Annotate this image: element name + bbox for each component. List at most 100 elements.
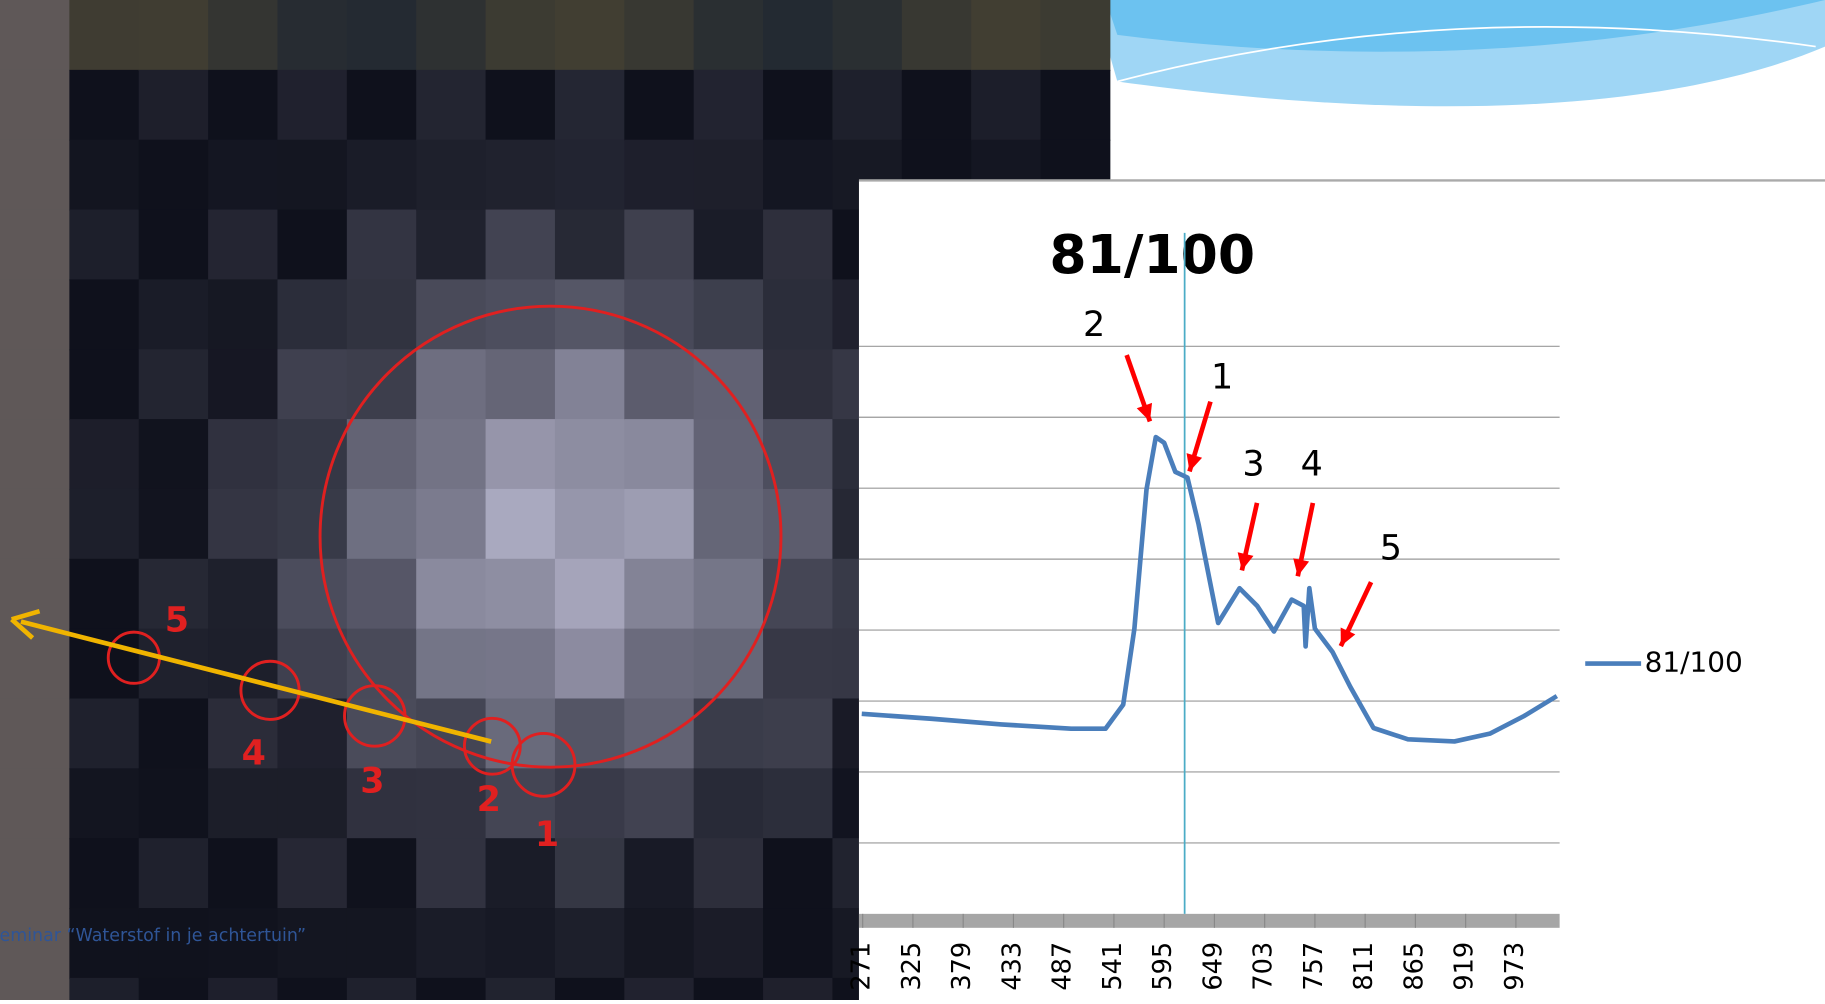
pixel xyxy=(138,69,209,141)
pixel xyxy=(554,908,625,980)
pixel xyxy=(624,419,695,491)
x-tick-label: 703 xyxy=(1249,942,1279,991)
pixel xyxy=(554,209,625,281)
pixel xyxy=(554,838,625,910)
pixel xyxy=(69,977,140,1004)
pixel xyxy=(693,768,764,840)
pixel xyxy=(763,209,833,281)
pixel xyxy=(416,139,487,211)
annotation-arrowhead xyxy=(1340,627,1356,647)
pixel xyxy=(416,69,487,141)
pixel xyxy=(763,0,833,72)
annotation: 4 xyxy=(1301,445,1323,485)
pixel xyxy=(0,349,70,421)
x-tick-label: 865 xyxy=(1399,942,1429,991)
pixel xyxy=(693,349,764,421)
pixel xyxy=(208,628,278,700)
pixel xyxy=(485,558,556,630)
decoration xyxy=(1094,0,1825,107)
direction-arrowhead xyxy=(10,608,41,640)
data-line xyxy=(861,434,1559,744)
x-tick-label: 433 xyxy=(997,942,1027,991)
pixel xyxy=(485,908,556,980)
pixel xyxy=(554,349,625,421)
pixel xyxy=(346,139,417,211)
pixel xyxy=(69,279,140,351)
pixel xyxy=(554,768,625,840)
x-tick-label: 757 xyxy=(1299,942,1329,991)
pixel xyxy=(346,838,417,910)
annotation: 5 xyxy=(1380,528,1402,568)
pixel xyxy=(0,628,70,700)
pixel xyxy=(208,488,278,560)
pixel xyxy=(485,349,556,421)
pixel xyxy=(0,558,70,630)
pixel xyxy=(138,279,209,351)
small-circle xyxy=(343,684,407,748)
chart-panel xyxy=(858,180,1825,1000)
pixel xyxy=(554,977,625,1004)
image-label: 3 xyxy=(360,761,384,801)
pixel xyxy=(208,279,278,351)
annotation: 1 xyxy=(1211,357,1233,397)
pixel xyxy=(901,69,972,141)
pixel xyxy=(69,139,140,211)
pixel xyxy=(624,139,695,211)
pixel xyxy=(0,698,70,770)
pixel xyxy=(416,419,487,491)
pixel xyxy=(138,419,209,491)
pixel xyxy=(0,279,70,351)
x-tick-label: 919 xyxy=(1450,942,1480,991)
pixel xyxy=(554,628,625,700)
pixel xyxy=(763,488,833,560)
annotation: 3 xyxy=(1242,445,1264,485)
pixel xyxy=(554,0,625,72)
pixel xyxy=(138,0,209,72)
x-tick-label: 811 xyxy=(1349,942,1379,991)
pixel xyxy=(277,139,348,211)
annotation-arrowhead xyxy=(1293,558,1310,577)
pixel xyxy=(138,139,209,211)
pixel xyxy=(763,908,833,980)
pixel xyxy=(0,419,70,491)
pixel xyxy=(624,488,695,560)
pixel xyxy=(485,488,556,560)
pixel xyxy=(277,0,348,72)
pixel xyxy=(485,977,556,1004)
pixel xyxy=(624,908,695,980)
pixel xyxy=(832,69,903,141)
pixel xyxy=(69,209,140,281)
pixel xyxy=(693,279,764,351)
direction-line xyxy=(20,619,492,744)
pixel xyxy=(69,908,140,980)
pixel xyxy=(693,69,764,141)
pixel xyxy=(416,0,487,72)
pixel xyxy=(138,838,209,910)
x-tick-label: 541 xyxy=(1098,942,1128,991)
pixel xyxy=(346,768,417,840)
pixel xyxy=(624,349,695,421)
pixel xyxy=(208,349,278,421)
image-label: 5 xyxy=(165,601,189,641)
pixel xyxy=(277,768,348,840)
pixel xyxy=(346,558,417,630)
pixel xyxy=(69,628,140,700)
small-circle xyxy=(462,716,522,776)
pixel xyxy=(554,69,625,141)
annotation-arrowhead xyxy=(1186,453,1203,472)
pixel xyxy=(277,349,348,421)
pixel xyxy=(416,209,487,281)
pixel xyxy=(208,419,278,491)
pixel xyxy=(346,488,417,560)
pixel xyxy=(346,908,417,980)
annotation-arrowhead xyxy=(1237,552,1254,571)
pixel xyxy=(346,0,417,72)
chart: 81/100 271 325 379 433 487 541 595 649 703 757 811… xyxy=(847,223,1743,991)
pixel xyxy=(0,209,70,281)
pixel xyxy=(624,209,695,281)
pixel xyxy=(485,0,556,72)
pixel xyxy=(69,698,140,770)
pixel xyxy=(832,0,903,72)
pixel xyxy=(277,209,348,281)
pixel xyxy=(277,279,348,351)
